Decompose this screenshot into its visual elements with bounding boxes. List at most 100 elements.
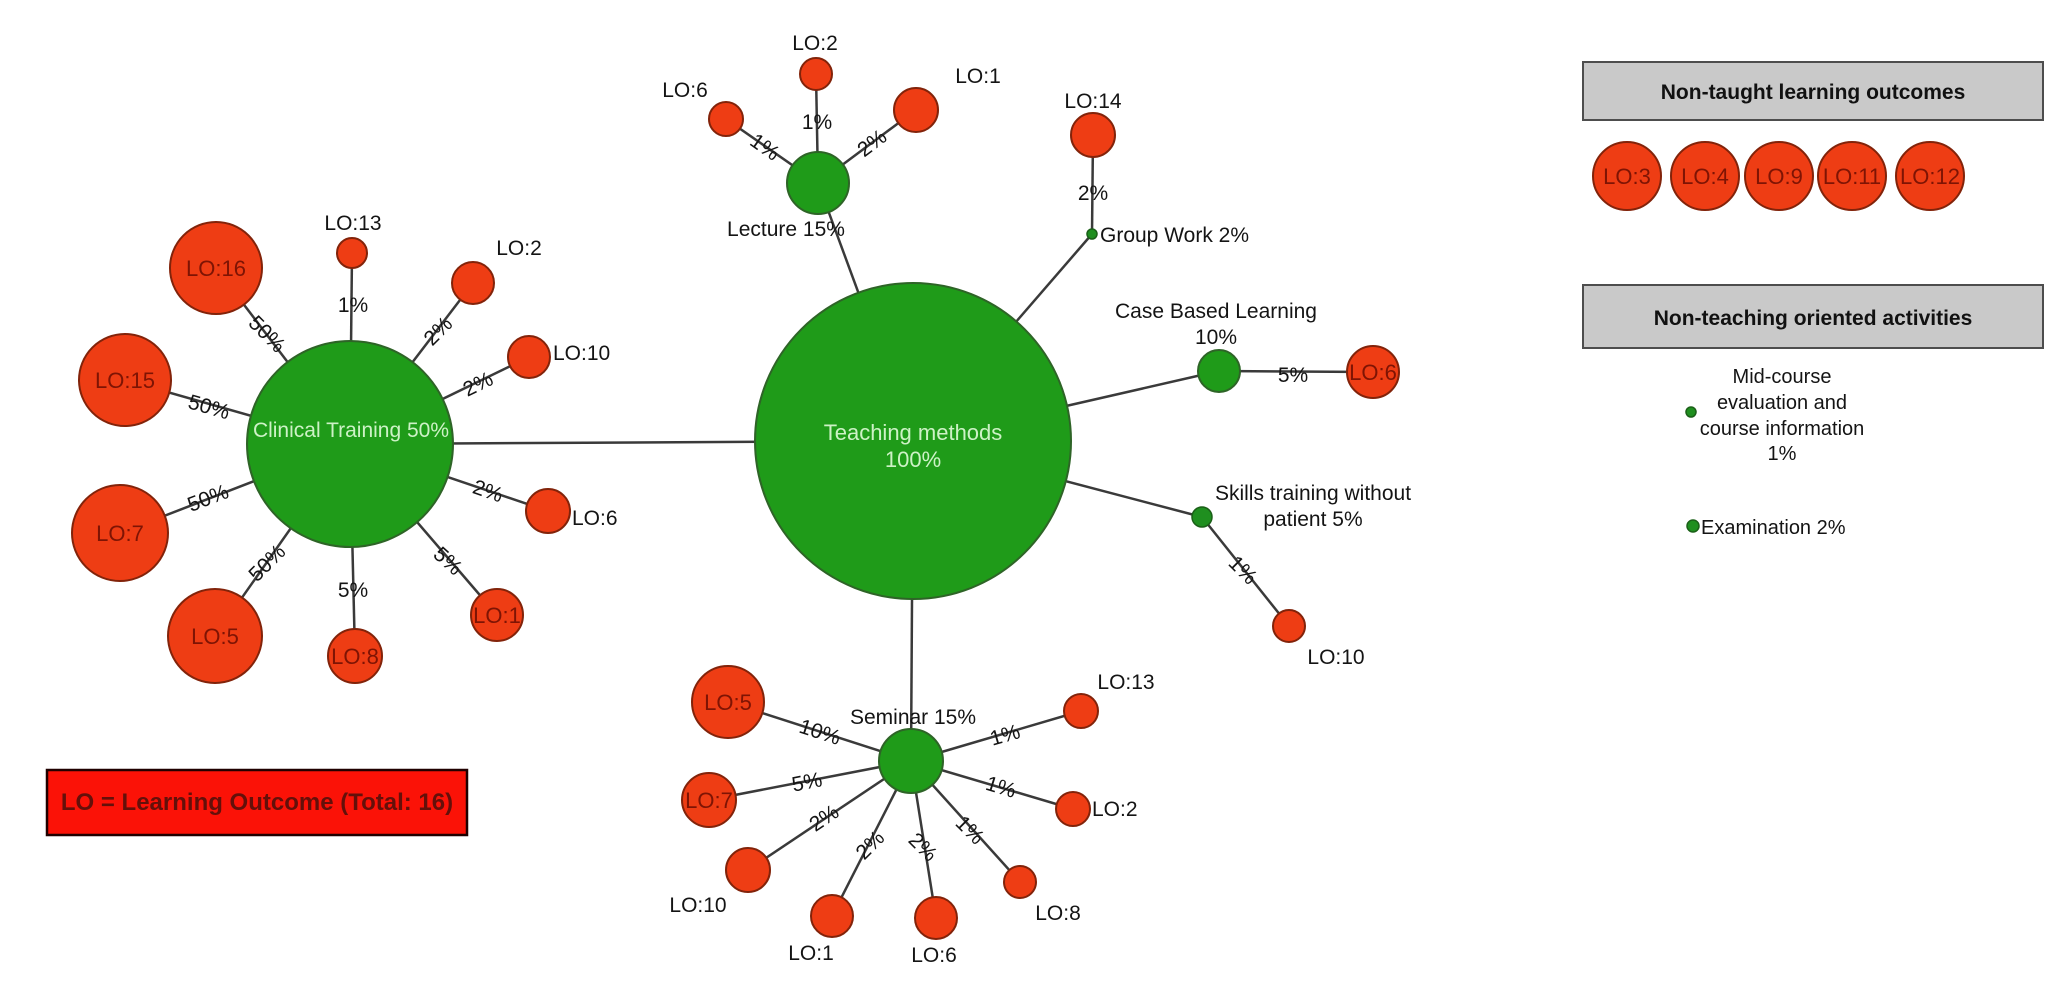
lo-label: LO:2 [1092,798,1138,821]
edge-percent-label: 2% [851,826,889,864]
note-text: LO = Learning Outcome (Total: 16) [61,789,453,816]
lo-label: LO:6 [662,79,708,102]
lo-node [525,488,571,534]
case-based-learning-pct: 10% [1195,326,1237,349]
lo-node [914,896,958,940]
edge-percent-label: 50% [244,540,290,586]
lo-label: LO:11 [1823,164,1881,189]
lo-node [71,484,169,582]
edge-percent-label: 1% [951,811,989,849]
lo-node [1895,141,1965,211]
non-teaching-title: Non-teaching oriented activities [1654,307,1973,330]
edge-percent-label: 50% [185,391,232,425]
lo-node [507,335,551,379]
note-box [45,768,469,837]
mid-course-label-line4: 1% [1768,443,1797,465]
non-teaching-header-box [1582,284,2044,349]
skills-training-label-line2: patient 5% [1263,508,1362,531]
edge-percent-label: 1% [987,720,1023,750]
lo-label: LO:10 [1307,646,1364,669]
lo-label: LO:1 [473,603,521,628]
lo-label: LO:10 [553,342,610,365]
lo-node [1063,693,1099,729]
lo-label: LO:1 [788,942,834,965]
lecture-node [786,151,850,215]
lo-node [1055,791,1091,827]
edge [1201,516,1290,627]
edge-percent-label: 1% [746,129,784,165]
lo-node [893,87,939,133]
lo-node [1003,865,1037,899]
lo-label: LO:16 [186,256,246,281]
group-work-node [1086,228,1098,240]
lo-node [167,588,263,684]
lo-node [691,665,765,739]
lo-label: LO:5 [704,690,752,715]
case-based-learning-node [1197,349,1241,393]
lo-label: LO:2 [496,237,542,260]
examination-label: Examination 2% [1701,517,1846,539]
lo-node [1670,141,1740,211]
group-work-label: Group Work 2% [1100,224,1249,247]
mid-course-label-line3: course information [1700,418,1865,440]
clinical-training-node [246,340,454,548]
seminar-node [878,728,944,794]
lo-label: LO:9 [1755,164,1803,189]
lo-label: LO:7 [96,521,144,546]
non-taught-panel: Non-taught learning outcomes LO:3 LO:4 L… [1582,61,2044,211]
non-teaching-panel: Non-teaching oriented activities Mid-cou… [1582,284,2044,539]
nodes [71,57,1400,940]
edge-percent-label: 10% [796,715,843,750]
node-labels: Teaching methods 100% Clinical Training … [95,32,1411,967]
edge-percent-label: 2% [904,828,942,866]
edge-percent-label: 2% [460,367,497,401]
clinical-training-label: Clinical Training 50% [253,419,449,442]
edge-percent-label: 50% [184,480,231,517]
lo-node [336,237,368,269]
note-box-group: LO = Learning Outcome (Total: 16) [45,768,469,837]
edge-percent-label: 5% [1278,364,1308,387]
skills-training-label-line1: Skills training without [1215,482,1411,505]
edge-percent-label: 2% [470,476,506,508]
lo-node [1592,141,1662,211]
seminar-label: Seminar 15% [850,706,976,729]
edge-percent-label: 1% [802,111,832,134]
edge-percent-label: 50% [244,311,290,357]
lo-label: LO:5 [191,624,239,649]
mid-course-label-line1: Mid-course [1733,366,1832,388]
teaching-methods-node [754,282,1072,600]
teaching-methods-pct: 100% [885,447,941,472]
lo-label: LO:6 [911,944,957,967]
lo-label: LO:4 [1681,164,1729,189]
lo-node [169,221,263,315]
lo-label: LO:6 [1349,360,1397,385]
lo-label: LO:13 [324,212,381,235]
mid-course-dot [1685,406,1697,418]
lo-label: LO:8 [331,644,379,669]
lo-label: LO:13 [1097,671,1154,694]
lo-node [725,847,771,893]
edge-percent-label: 5% [790,768,824,796]
lo-node [451,261,495,305]
lo-node [470,588,524,642]
lo-node [327,628,383,684]
lo-node [810,894,854,938]
lo-label: LO:2 [792,32,838,55]
lo-node [799,57,833,91]
teaching-methods-label: Teaching methods [824,420,1003,445]
examination-dot [1686,519,1700,533]
lo-node [78,333,172,427]
edge-percent-label: 2% [1078,182,1108,205]
edge [708,759,912,802]
edge-percent-label: 2% [805,800,843,836]
edge-percent-label: 2% [853,125,891,162]
lo-node [1346,345,1400,399]
edge-percent-label: 1% [983,772,1019,803]
skills-training-node [1191,506,1213,528]
lo-node [708,101,744,137]
lo-label: LO:10 [669,894,726,917]
case-based-learning-label: Case Based Learning [1115,300,1317,323]
lo-node [1070,112,1116,158]
edge-percent-label: 1% [338,294,368,317]
